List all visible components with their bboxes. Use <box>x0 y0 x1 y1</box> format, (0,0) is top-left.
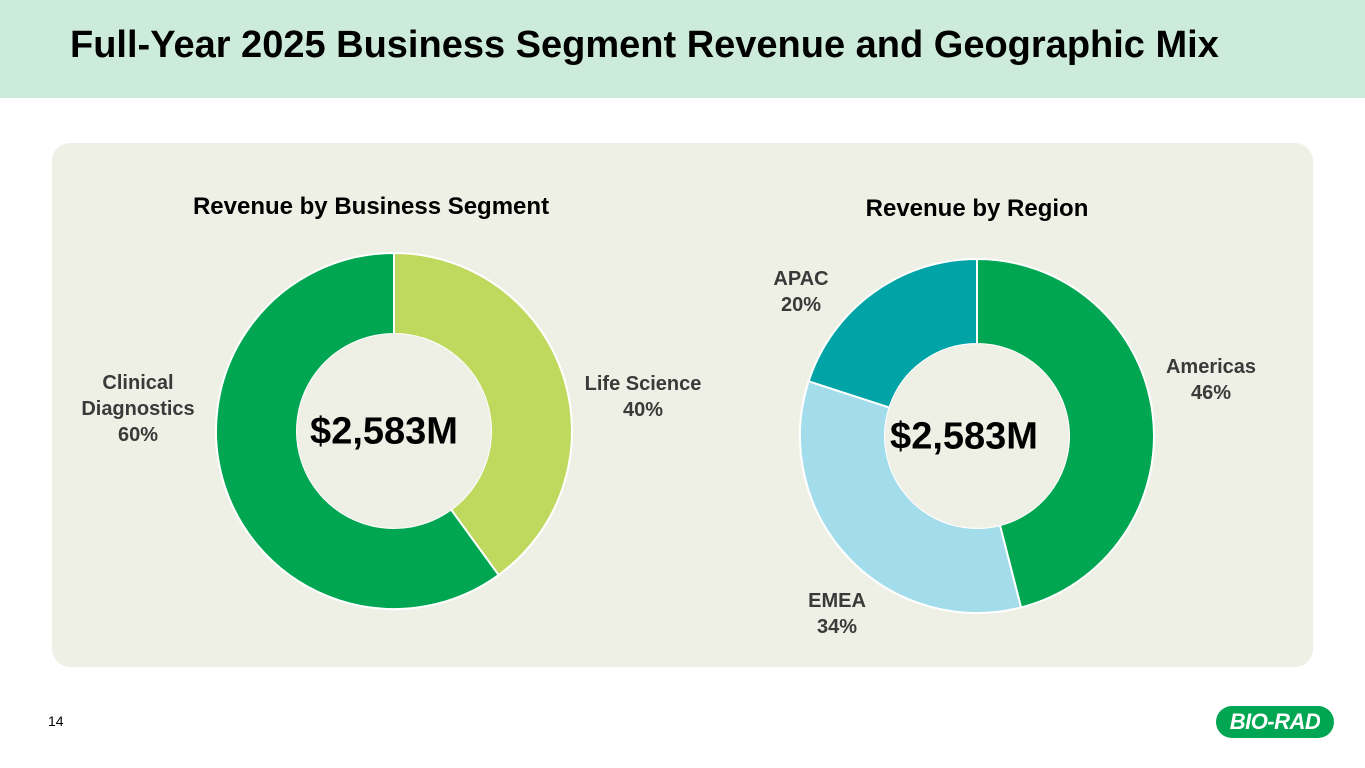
label-clinical-diagnostics-pct: 60% <box>117 424 159 446</box>
slide-title: Full-Year 2025 Business Segment Revenue … <box>70 24 1219 66</box>
label-clinical-diagnostics: Clinical Diagnostics 60% <box>68 370 208 448</box>
title-banner: Full-Year 2025 Business Segment Revenue … <box>0 0 1365 98</box>
label-apac: APAC 20% <box>773 266 828 318</box>
label-emea-name: EMEA <box>808 590 866 612</box>
label-clinical-diagnostics-name: Clinical Diagnostics <box>81 372 195 420</box>
segment-center-total: $2,583M <box>310 410 458 453</box>
region-center-total: $2,583M <box>890 415 1038 458</box>
label-apac-pct: 20% <box>780 294 822 316</box>
donut-hole <box>885 344 1069 528</box>
label-emea-pct: 34% <box>816 616 858 638</box>
donut-hole <box>297 334 491 528</box>
label-americas-pct: 46% <box>1190 382 1232 404</box>
label-life-science-pct: 40% <box>622 399 664 421</box>
label-americas: Americas 46% <box>1166 354 1256 406</box>
region-chart-title: Revenue by Region <box>865 195 1089 222</box>
segment-chart-title: Revenue by Business Segment <box>192 193 550 220</box>
label-emea: EMEA 34% <box>808 588 866 640</box>
bio-rad-logo: BIO-RAD <box>1216 706 1334 738</box>
label-life-science-name: Life Science <box>584 373 702 395</box>
label-apac-name: APAC <box>773 268 829 290</box>
label-life-science: Life Science 40% <box>585 371 702 423</box>
label-americas-name: Americas <box>1165 356 1257 378</box>
page-number: 14 <box>48 713 64 729</box>
slice-emea <box>799 380 1023 614</box>
